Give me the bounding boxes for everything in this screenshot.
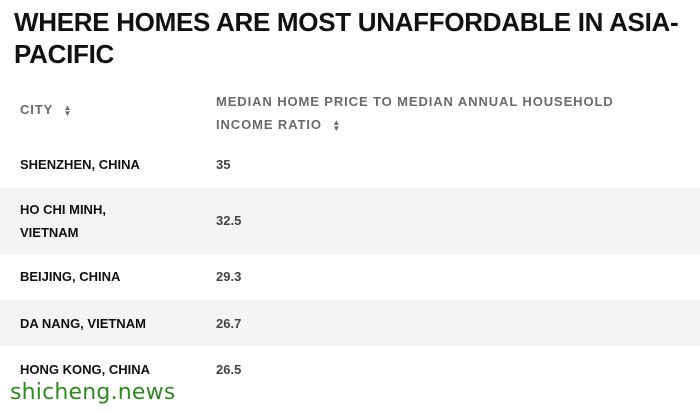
city-cell: DA NANG, VIETNAM [20, 312, 190, 335]
ratio-cell: 26.7 [216, 316, 242, 331]
table-row: DA NANG, VIETNAM 26.7 [0, 300, 700, 346]
ratio-cell: 32.5 [216, 213, 242, 228]
city-name: DA NANG, VIETNAM [20, 316, 146, 331]
table-row: SHENZHEN, CHINA 35 [0, 142, 700, 188]
city-name: SHENZHEN, CHINA [20, 157, 140, 172]
column-header-city[interactable]: CITY ▲ ▼ [20, 98, 71, 148]
watermark: shicheng.news [10, 380, 176, 405]
ratio-cell: 29.3 [216, 269, 242, 284]
column-header-ratio[interactable]: MEDIAN HOME PRICE TO MEDIAN ANNUAL HOUSE… [216, 90, 656, 140]
city-cell: HONG KONG, CHINA [20, 358, 190, 381]
table-row: HONG KONG, CHINA 26.5 [0, 346, 700, 392]
city-name: HONG KONG, CHINA [20, 362, 150, 377]
ratio-cell: 26.5 [216, 362, 242, 377]
table-row: HO CHI MINH, VIETNAM 32.5 [0, 188, 700, 254]
city-cell: SHENZHEN, CHINA [20, 153, 190, 176]
city-name-line2: VIETNAM [20, 225, 79, 240]
ratio-cell: 35 [216, 157, 231, 172]
table-row: BEIJING, CHINA 29.3 [0, 254, 700, 300]
page-title: WHERE HOMES ARE MOST UNAFFORDABLE IN ASI… [14, 7, 679, 69]
city-name: HO CHI MINH, [20, 202, 106, 217]
city-cell: HO CHI MINH, VIETNAM [20, 198, 190, 244]
city-name: BEIJING, CHINA [20, 269, 121, 284]
column-header-city-label: CITY [20, 102, 53, 117]
sort-icon[interactable]: ▲ ▼ [332, 117, 341, 133]
city-cell: BEIJING, CHINA [20, 265, 190, 288]
column-header-ratio-line2: INCOME RATIO [216, 117, 322, 132]
column-header-ratio-line1: MEDIAN HOME PRICE TO MEDIAN ANNUAL HOUSE… [216, 94, 614, 109]
sort-icon[interactable]: ▲ ▼ [63, 102, 72, 118]
